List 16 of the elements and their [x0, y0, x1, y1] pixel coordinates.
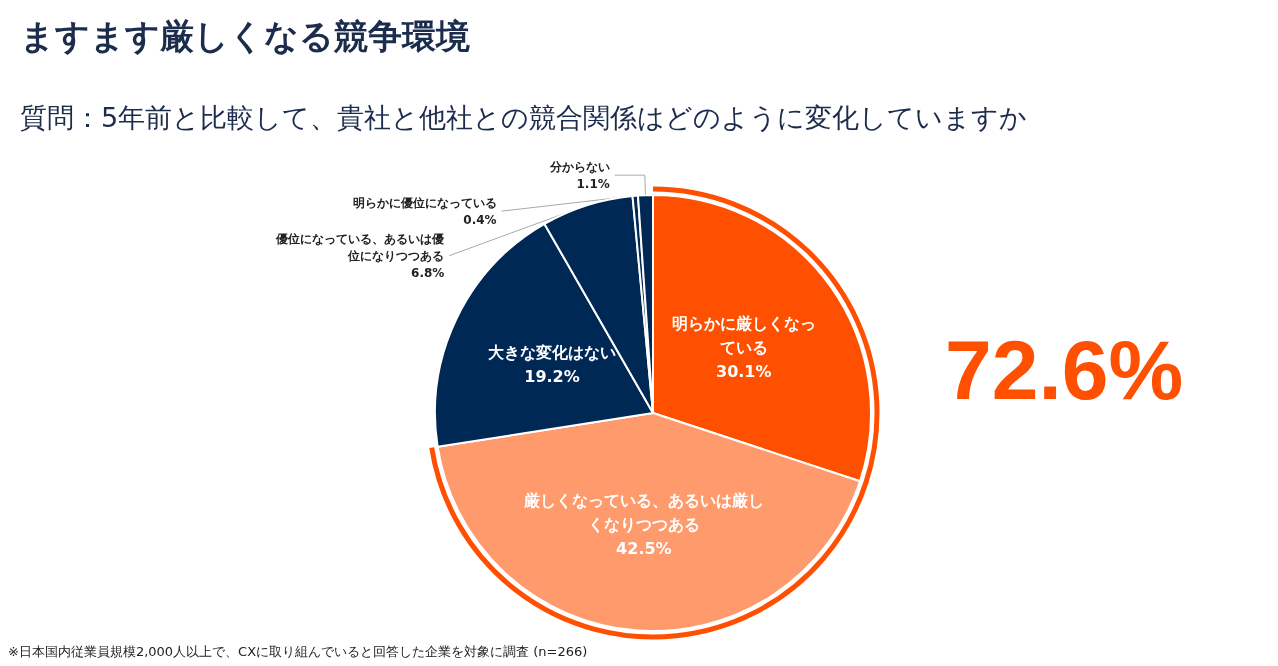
data-label: 19.2% [524, 367, 580, 387]
slice-label: 優位になっている、あるいは優位になりつつある [275, 231, 445, 263]
chart-subtitle: 質問：5年前と比較して、貴社と他社との競合関係はどのように変化していますか [20, 101, 1028, 135]
slice-label: 大きな変化はない [488, 343, 617, 363]
slice-label: 明らかに厳しくなっている [671, 313, 816, 357]
slice-label: 厳しくなっている、あるいは厳しくなりつつある [522, 491, 764, 535]
data-label: 42.5% [616, 539, 672, 559]
slice-label: 分からない [548, 159, 610, 174]
chart-title: ますます厳しくなる競争環境 [20, 15, 470, 58]
data-label: 6.8% [411, 265, 445, 280]
text: ※日本国内従業員規模2,000人以上で、CXに取り組んでいると回答した企業を対象に調査 (n=266) [8, 643, 588, 661]
data-label: 30.1% [716, 361, 772, 381]
text: 72.6% [945, 322, 1184, 419]
slice-label: 明らかに優位になっている [352, 195, 497, 210]
data-label: 0.4% [463, 212, 497, 227]
data-label: 1.1% [576, 176, 610, 191]
